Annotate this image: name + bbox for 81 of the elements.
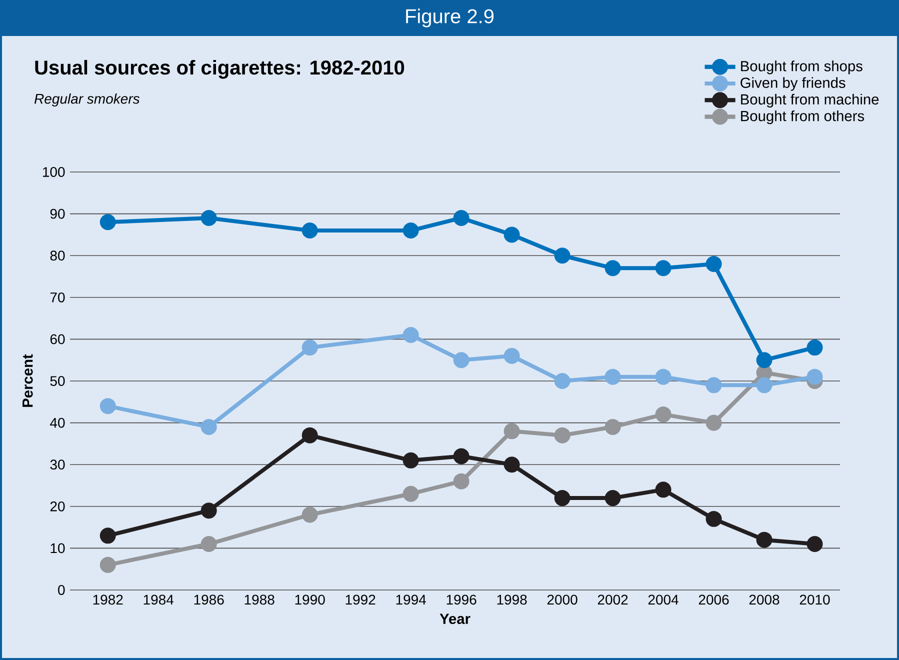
point — [504, 423, 520, 440]
point — [756, 352, 772, 368]
point — [806, 368, 823, 385]
chart-subtitle: Regular smokers — [34, 93, 140, 107]
point — [402, 452, 419, 468]
point — [554, 372, 570, 389]
x-tick-label: 2000 — [547, 594, 578, 605]
y-tick-label: 10 — [50, 543, 65, 554]
legend-label: Bought from shops — [741, 60, 862, 74]
y-tick-label: 80 — [50, 250, 65, 261]
point — [554, 427, 570, 444]
point — [706, 256, 722, 272]
point — [302, 427, 318, 444]
caption: Figure 2.9 — [406, 8, 494, 28]
point — [200, 418, 217, 435]
x-tick-label: 2004 — [648, 594, 678, 605]
x-tick-label: 1992 — [346, 594, 376, 605]
y-tick-label: 50 — [50, 376, 65, 386]
y-tick-label: 0 — [58, 585, 65, 595]
point — [655, 260, 672, 276]
point — [806, 340, 823, 356]
point — [200, 210, 217, 226]
point — [504, 456, 520, 473]
point — [100, 398, 116, 414]
x-tick-label: 1986 — [194, 594, 224, 605]
point — [402, 327, 419, 344]
point — [453, 473, 470, 490]
y-tick-label: 30 — [50, 460, 65, 470]
x-tick-label: 1998 — [497, 594, 527, 605]
point — [604, 418, 621, 435]
point — [554, 490, 570, 506]
point — [200, 536, 217, 552]
x-axis-title: Year — [440, 614, 470, 624]
point — [302, 222, 318, 239]
x-tick-label: 2010 — [800, 594, 830, 605]
point — [604, 260, 621, 276]
legend-label: Bought from machine — [741, 94, 879, 108]
point — [655, 368, 672, 385]
x-tick-label: 1988 — [244, 594, 274, 605]
x-tick-label: 2008 — [749, 594, 780, 605]
point — [453, 448, 470, 464]
point — [756, 532, 772, 548]
point — [655, 406, 672, 422]
y-tick-label: 20 — [50, 501, 65, 512]
x-tick-label: 2006 — [698, 594, 729, 605]
point — [453, 352, 470, 368]
x-tick-label: 2002 — [598, 594, 628, 605]
point — [504, 226, 520, 243]
y-tick-label: 90 — [50, 208, 65, 219]
point — [756, 377, 772, 394]
point — [302, 506, 318, 523]
x-tick-label: 1994 — [396, 594, 426, 605]
point — [302, 340, 318, 356]
point — [554, 248, 570, 264]
x-tick-label: 1990 — [295, 594, 325, 605]
point — [655, 482, 672, 498]
point — [604, 368, 621, 385]
point — [100, 528, 116, 544]
point — [806, 536, 823, 552]
point — [453, 210, 470, 226]
chart-title: Usual sources of cigarettes: 1982-2010 — [35, 60, 404, 79]
point — [200, 502, 217, 519]
x-tick-label: 1984 — [144, 594, 174, 605]
point — [100, 214, 116, 230]
point — [706, 510, 722, 527]
point — [504, 348, 520, 364]
x-tick-label: 1996 — [446, 594, 476, 605]
y-tick-label: 100 — [43, 167, 65, 177]
point — [706, 377, 722, 394]
y-axis-title: Percent — [22, 354, 33, 407]
legend-label: Given by friends — [740, 77, 846, 91]
x-tick-label: 1982 — [93, 594, 123, 605]
y-tick-label: 40 — [50, 418, 65, 428]
point — [100, 556, 116, 573]
point — [604, 490, 621, 506]
point — [402, 222, 419, 239]
y-tick-label: 70 — [50, 292, 65, 302]
point — [706, 414, 722, 431]
point — [402, 486, 419, 502]
y-tick-label: 60 — [50, 334, 65, 344]
legend-label: Bought from others — [741, 110, 864, 124]
